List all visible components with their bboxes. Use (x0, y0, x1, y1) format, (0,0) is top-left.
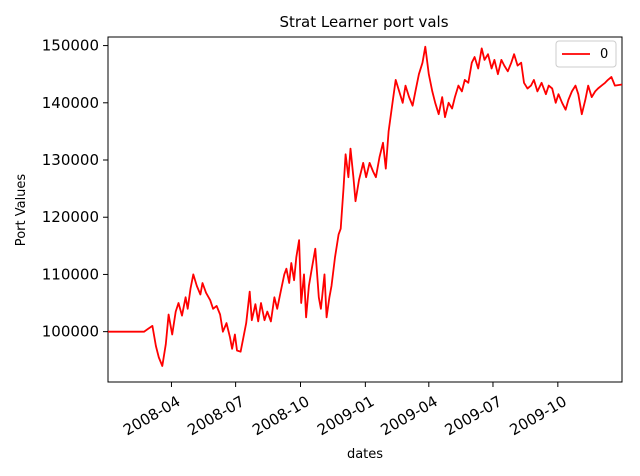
y-tick-label: 110000 (42, 265, 99, 283)
y-tick-label: 130000 (42, 151, 99, 169)
y-tick-label: 100000 (42, 323, 99, 341)
y-tick-label: 120000 (42, 208, 99, 226)
x-axis-label: dates (347, 447, 383, 462)
y-axis: 100000 110000 120000 130000 140000 150000 (42, 37, 108, 341)
series-line-0 (108, 45, 623, 367)
legend-entry-0: 0 (600, 47, 608, 62)
y-tick-label: 150000 (42, 37, 99, 55)
y-axis-label: Port Values (14, 174, 29, 247)
legend: 0 (555, 40, 617, 68)
y-tick-label: 140000 (42, 94, 99, 112)
chart-title: Strat Learner port vals (279, 13, 448, 31)
